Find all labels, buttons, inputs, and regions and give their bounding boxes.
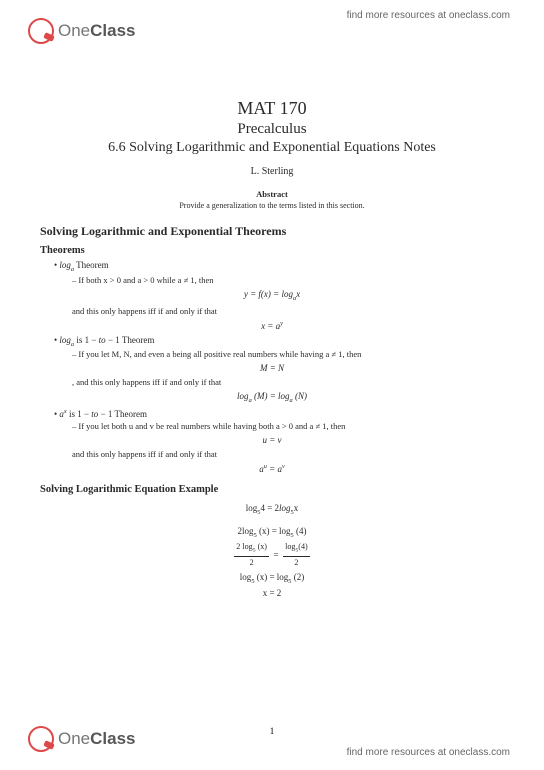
abstract-heading: Abstract: [40, 189, 504, 199]
example-line2: 2log5 (x) = log5 (4): [40, 524, 504, 541]
theorem1-condition: If both x > 0 and a > 0 while a ≠ 1, the…: [72, 275, 504, 285]
example-line1: log54 = 2log5x: [40, 501, 504, 518]
oneclass-logo-icon: [28, 726, 54, 752]
theorem2-cont: , and this only happens iff if and only …: [72, 377, 504, 387]
theorem2-eq1: M = N: [40, 363, 504, 373]
oneclass-logo-icon: [28, 18, 54, 44]
heading-theorems-main: Solving Logarithmic and Exponential Theo…: [40, 224, 504, 239]
subheading-theorems: Theorems: [40, 245, 504, 256]
theorem1-title: loga Theorem: [54, 260, 504, 273]
theorem3-eq1: u = v: [40, 435, 504, 445]
example-line4: log5 (x) = log5 (2): [40, 570, 504, 587]
page-number: 1: [270, 726, 275, 736]
watermark-top: OneClass: [28, 18, 136, 44]
resources-link-bottom[interactable]: find more resources at oneclass.com: [347, 747, 510, 758]
author-name: L. Sterling: [40, 166, 504, 177]
course-code: MAT 170: [40, 98, 504, 119]
abstract-text: Provide a generalization to the terms li…: [40, 201, 504, 210]
theorem3-condition: If you let both u and v be real numbers …: [72, 421, 504, 431]
watermark-brand-bottom: OneClass: [58, 729, 136, 749]
theorem1-cont: and this only happens iff if and only if…: [72, 306, 504, 316]
theorem3-eq2: au = av: [40, 463, 504, 474]
example-line5: x = 2: [40, 586, 504, 600]
example-equations: log54 = 2log5x 2log5 (x) = log5 (4) 2 lo…: [40, 501, 504, 601]
watermark-brand-top: OneClass: [58, 21, 136, 41]
document-page: OneClass find more resources at oneclass…: [0, 0, 544, 770]
document-body: MAT 170 Precalculus 6.6 Solving Logarith…: [40, 10, 504, 601]
theorem1-eq1: y = f(x) = logax: [40, 289, 504, 302]
theorem1-eq2: x = ay: [40, 320, 504, 331]
theorem2-condition: If you let M, N, and even a being all po…: [72, 349, 504, 359]
course-subject: Precalculus: [40, 121, 504, 138]
example-line3: 2 log5 (x)2 = log5(4)2: [40, 541, 504, 570]
section-title: 6.6 Solving Logarithmic and Exponential …: [40, 140, 504, 156]
resources-link-top[interactable]: find more resources at oneclass.com: [347, 10, 510, 21]
theorem3-title: ax is 1 − to − 1 Theorem: [54, 408, 504, 419]
theorem2-title: loga is 1 − to − 1 Theorem: [54, 335, 504, 348]
theorem2-eq2: loga (M) = loga (N): [40, 391, 504, 404]
theorem3-cont: and this only happens iff if and only if…: [72, 449, 504, 459]
subheading-example: Solving Logarithmic Equation Example: [40, 484, 504, 495]
watermark-bottom: OneClass: [28, 726, 136, 752]
